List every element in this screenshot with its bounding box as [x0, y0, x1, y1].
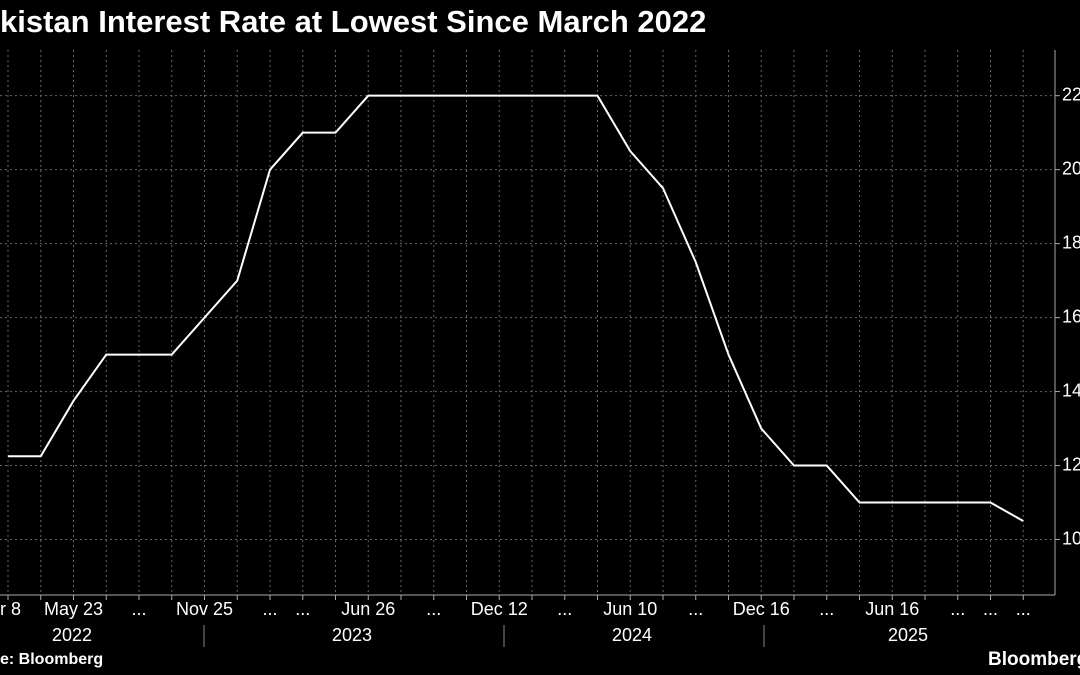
- x-tick-label: May 23: [44, 599, 103, 619]
- x-tick-label: ...: [295, 599, 310, 619]
- line: [8, 94, 1024, 522]
- y-tick-label: 12: [1062, 454, 1080, 474]
- x-tick-label: Jun 10: [603, 599, 657, 619]
- year-label: 2023: [332, 625, 372, 645]
- x-tick-label: ...: [983, 599, 998, 619]
- x-tick-label: Nov 25: [176, 599, 233, 619]
- x-tick-label: Jun 26: [341, 599, 395, 619]
- x-tick-label: Dec 12: [471, 599, 528, 619]
- y-tick-label: 14: [1062, 380, 1080, 400]
- y-tick-label: 18: [1062, 232, 1080, 252]
- y-tick-label: 10: [1062, 528, 1080, 548]
- x-tick-label: ...: [557, 599, 572, 619]
- y-tick-label: 20: [1062, 158, 1080, 178]
- y-tick-label: 16: [1062, 306, 1080, 326]
- chart-title: kistan Interest Rate at Lowest Since Mar…: [0, 4, 706, 39]
- brand: Bloomberg: [988, 649, 1080, 670]
- x-tick-label: r 8: [0, 599, 21, 619]
- x-tick-label: Dec 16: [733, 599, 790, 619]
- x-tick-label: ...: [819, 599, 834, 619]
- year-label: 2022: [52, 625, 92, 645]
- x-tick-label: ...: [131, 599, 146, 619]
- x-tick-label: Jun 16: [865, 599, 919, 619]
- y-tick-label: 22: [1062, 84, 1080, 104]
- x-tick-label: ...: [688, 599, 703, 619]
- year-label: 2024: [612, 625, 652, 645]
- x-tick-label: ...: [426, 599, 441, 619]
- source: e: Bloomberg: [0, 651, 103, 668]
- x-tick-label: ...: [950, 599, 965, 619]
- year-label: 2025: [888, 625, 928, 645]
- x-tick-label: ...: [262, 599, 277, 619]
- x-tick-label: ...: [1016, 599, 1031, 619]
